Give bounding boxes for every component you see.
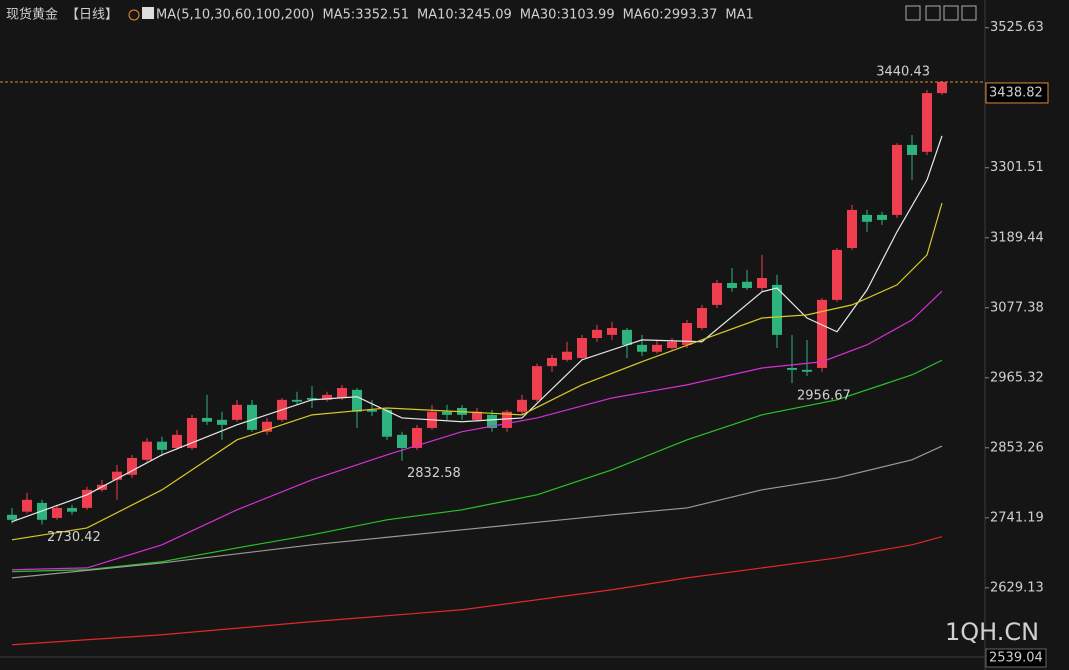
candle-body <box>742 281 752 289</box>
candle-body <box>292 399 302 402</box>
ma-line <box>11 290 943 571</box>
candle-body <box>712 283 722 305</box>
indicator-label: MA(5,10,30,60,100,200) <box>156 8 314 23</box>
y-tick-label: 2629.13 <box>990 580 1044 595</box>
y-tick-label: 3077.38 <box>990 300 1044 315</box>
ma-line <box>11 445 943 579</box>
tool-button[interactable] <box>905 5 921 21</box>
candle-body <box>667 341 677 348</box>
legend-item: MA30:3103.99 <box>520 8 615 23</box>
candle-body <box>877 214 887 220</box>
ma-line <box>11 359 943 573</box>
period-label: 【日线】 <box>66 8 118 23</box>
candle-body <box>622 329 632 345</box>
candle-body <box>772 284 782 335</box>
candle-body <box>157 441 167 450</box>
candle-body <box>847 209 857 249</box>
low-label: 2730.42 <box>47 530 101 545</box>
candle-body <box>442 411 452 415</box>
candle-body <box>832 249 842 300</box>
candle-body <box>52 507 62 518</box>
candle-body <box>472 411 482 420</box>
watermark: 1QH.CN <box>945 618 1039 646</box>
candle-body <box>82 489 92 508</box>
candle-body <box>592 329 602 338</box>
high-label: 3440.43 <box>876 64 930 79</box>
y-tick-label: 3301.51 <box>990 160 1044 175</box>
candle-body <box>382 409 392 437</box>
candle-body <box>652 344 662 352</box>
legend-item: MA10:3245.09 <box>417 8 512 23</box>
candle-body <box>337 387 347 398</box>
candle-body <box>172 434 182 448</box>
candle-body <box>757 278 767 289</box>
candle-body <box>922 93 932 152</box>
candle-body <box>787 367 797 370</box>
toolbar[interactable] <box>905 5 977 21</box>
candle-body <box>202 417 212 422</box>
chart-title: 现货黄金 <box>6 7 58 23</box>
candle-body <box>892 144 902 215</box>
candle-body <box>262 421 272 432</box>
candle-body <box>352 389 362 412</box>
legend-item: MA1 <box>725 8 753 23</box>
y-tick-label: 2853.26 <box>990 440 1044 455</box>
ma-line <box>11 202 943 541</box>
legend-item: MA60:2993.37 <box>623 8 718 23</box>
indicator-icon <box>128 9 140 21</box>
candle-body <box>112 471 122 480</box>
tool-button[interactable] <box>943 5 959 21</box>
y-tick-label: 3189.44 <box>990 230 1044 245</box>
last-price-label: 3438.82 <box>989 85 1043 100</box>
candle-body <box>142 441 152 460</box>
candle-body <box>637 344 647 352</box>
candle-body <box>217 419 227 425</box>
y-tick-label: 3525.63 <box>990 20 1044 35</box>
candle-body <box>502 411 512 428</box>
candle-body <box>67 507 77 512</box>
candle-body <box>562 351 572 360</box>
ma-line <box>11 135 943 523</box>
candle-body <box>322 394 332 400</box>
y-tick-label: 2741.19 <box>990 510 1044 525</box>
candle-body <box>232 404 242 420</box>
candle-body <box>817 299 827 368</box>
candle-body <box>937 81 947 94</box>
ma-line <box>11 536 943 646</box>
low-label: 2832.58 <box>407 466 461 481</box>
candle-body <box>802 369 812 372</box>
candle-body <box>727 283 737 289</box>
low-label: 2956.67 <box>797 389 851 404</box>
last-price-box <box>985 82 1049 104</box>
y-tick-label: 2965.32 <box>990 370 1044 385</box>
candle-body <box>907 144 917 155</box>
candle-body <box>577 337 587 358</box>
candle-body <box>682 323 692 345</box>
candle-body <box>22 499 32 512</box>
candle-body <box>187 417 197 448</box>
bottom-label-box <box>985 648 1047 668</box>
candle-body <box>547 357 557 367</box>
candle-body <box>397 434 407 448</box>
bottom-label: 2539.04 <box>989 651 1043 666</box>
candle-body <box>367 409 377 412</box>
candle-body <box>607 328 617 335</box>
candle-body <box>487 414 497 428</box>
candle-body <box>862 214 872 222</box>
candle-body <box>532 366 542 400</box>
candle-body <box>697 308 707 328</box>
tool-button[interactable] <box>925 5 941 21</box>
candle-body <box>307 397 317 400</box>
candle-body <box>127 457 137 475</box>
legend-item: MA5:3352.51 <box>322 8 409 23</box>
candle-body <box>412 427 422 448</box>
candle-body <box>7 514 17 520</box>
indicator-icon <box>142 7 155 19</box>
candle-body <box>517 399 527 412</box>
tool-button[interactable] <box>961 5 977 21</box>
candle-body <box>247 404 257 430</box>
